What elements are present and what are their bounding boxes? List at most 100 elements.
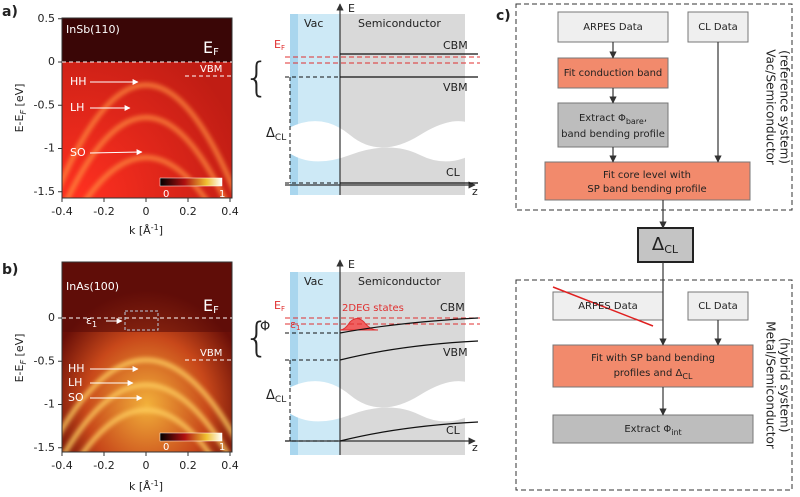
axis-label: z — [472, 441, 478, 454]
shape — [544, 161, 751, 201]
shape — [557, 102, 669, 148]
shape — [515, 3, 793, 211]
x-tick-label: 0.2 — [179, 205, 197, 218]
region-label: Semiconductor — [358, 275, 441, 288]
eps-label: ε1 — [86, 314, 97, 329]
shape — [340, 53, 478, 184]
sample-label: InAs(100) — [66, 280, 119, 293]
x-tick-label: 0 — [143, 459, 150, 472]
shape — [285, 332, 340, 442]
text-part: E — [203, 296, 213, 315]
text-part: profiles and Δ — [614, 368, 683, 379]
text-part: F — [213, 47, 219, 58]
y-tick-label: -1 — [44, 142, 55, 155]
band-label: HH — [70, 75, 87, 88]
text-part: ] — [159, 224, 163, 237]
text-part: -1 — [151, 223, 159, 232]
section-title: Metal/Semiconductor — [764, 321, 778, 449]
eps-label: ε1 — [290, 318, 300, 332]
shape — [65, 115, 227, 198]
shape — [62, 18, 232, 62]
box-label: ARPES Data — [583, 22, 643, 33]
shape — [290, 272, 298, 455]
shape — [339, 317, 479, 442]
x-tick-label: -0.2 — [93, 205, 114, 218]
text-part: E-E — [13, 365, 26, 383]
shape — [285, 317, 480, 325]
colorbar-label: 0 — [163, 189, 169, 200]
axis-label: E — [348, 2, 355, 15]
text-part: -1 — [151, 479, 159, 488]
shape — [339, 340, 479, 361]
shape — [687, 11, 749, 43]
shape — [290, 14, 340, 195]
y-tick-label: -1.5 — [34, 185, 55, 198]
shape — [552, 414, 754, 444]
section-subtitle: (reference system) — [778, 50, 792, 164]
box-label: band bending profile — [561, 129, 665, 140]
text-part: k [Å — [129, 480, 151, 493]
text-part: int — [671, 428, 681, 437]
sample-label: InSb(110) — [66, 23, 120, 36]
y-tick-label: -1 — [44, 398, 55, 411]
x-tick-label: 0.4 — [221, 459, 239, 472]
shape — [552, 286, 654, 327]
shape — [515, 279, 793, 491]
text-part: ] — [159, 480, 163, 493]
shape — [552, 344, 754, 388]
y-tick-label: 0.5 — [38, 12, 56, 25]
region-label: Vac — [304, 17, 323, 30]
shape — [62, 262, 232, 332]
text-part: E — [274, 38, 281, 51]
box-label: Extract Φint — [624, 424, 681, 437]
x-tick-label: 0 — [143, 205, 150, 218]
y-axis-label: E-EF [eV] — [13, 84, 28, 133]
shape — [62, 82, 232, 198]
text-part: Extract Φ — [579, 113, 626, 124]
shape — [90, 318, 143, 401]
band-diagram — [285, 259, 480, 455]
text-part: ε — [86, 314, 92, 327]
brace: { — [244, 315, 269, 361]
work-function-label: Φ — [260, 320, 270, 335]
text-part: bare — [626, 117, 644, 126]
box-label: Fit core level with — [603, 170, 691, 181]
x-tick-label: -0.4 — [51, 459, 72, 472]
level-label: VBM — [443, 346, 468, 359]
shape — [62, 82, 232, 192]
shape — [159, 432, 223, 442]
band-label: LH — [68, 376, 82, 389]
shape — [339, 317, 479, 334]
offset-label: ΔCL — [266, 126, 286, 143]
shape — [339, 421, 479, 442]
shape — [159, 177, 223, 187]
shape — [89, 79, 143, 156]
level-label: CL — [446, 424, 461, 437]
text-part: Δ — [652, 234, 665, 255]
shape — [61, 261, 233, 453]
text-part: k [Å — [129, 224, 151, 237]
y-tick-label: 0 — [48, 311, 55, 324]
panel-label: b) — [2, 262, 18, 278]
text-part: F — [281, 44, 285, 52]
text-part: Extract Φ — [624, 424, 671, 435]
axis-label: E — [348, 258, 355, 271]
region-label: Semiconductor — [358, 17, 441, 30]
text-part: 1 — [296, 324, 300, 332]
x-tick-label: -0.4 — [51, 205, 72, 218]
shape — [290, 272, 340, 455]
box-label: Fit with SP band bending — [591, 353, 715, 364]
shape — [124, 310, 159, 331]
fermi-label: EF — [274, 38, 285, 52]
box-label: Extract Φbare, — [579, 113, 647, 126]
box-label: ARPES Data — [578, 301, 638, 312]
panel-label: c) — [496, 8, 511, 24]
text-part: ε — [290, 318, 296, 331]
text-part: Δ — [266, 388, 275, 403]
x-tick-label: 0.4 — [221, 205, 239, 218]
y-tick-label: -0.5 — [34, 354, 55, 367]
colorbar-label: 0 — [163, 442, 169, 453]
shape — [285, 121, 480, 162]
colorbar-label: 1 — [219, 189, 225, 200]
